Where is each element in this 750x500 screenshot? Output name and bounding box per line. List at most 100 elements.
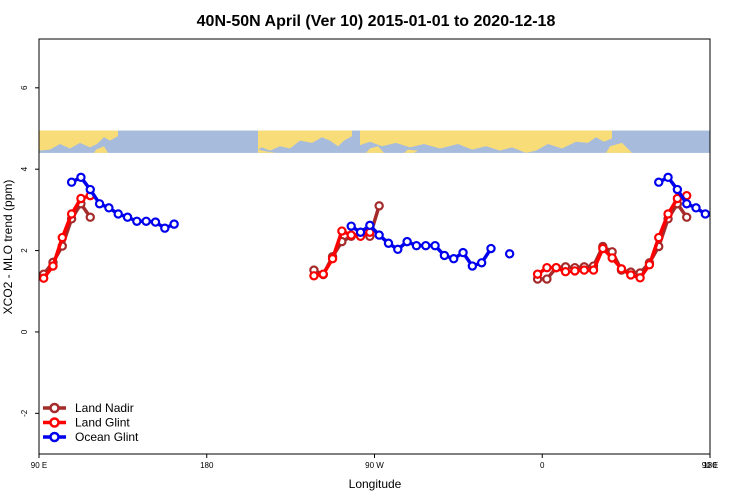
data-point (598, 243, 608, 254)
data-point (346, 221, 356, 231)
map-land-6 (404, 149, 418, 153)
data-point (48, 261, 58, 271)
data-point (337, 226, 347, 236)
data-point (113, 209, 123, 219)
series-land-glint (38, 190, 692, 283)
x-tick-label: 90 E (31, 461, 47, 470)
y-tick-label: 6 (20, 85, 29, 90)
data-point (150, 217, 161, 227)
data-point (458, 247, 468, 258)
y-axis: -2 0 2 4 6 (20, 85, 39, 417)
map-land-3 (258, 149, 276, 153)
data-point (104, 203, 114, 213)
data-point (402, 236, 412, 247)
map-band (39, 130, 710, 153)
data-point (346, 230, 356, 240)
data-point (579, 265, 589, 275)
x-tick-label: 0 (540, 461, 545, 470)
legend-label: Land Nadir (75, 401, 134, 415)
map-land-0 (39, 130, 118, 151)
x-tick-label: 90 E (702, 461, 718, 470)
data-point (38, 273, 49, 283)
data-point (355, 227, 366, 237)
data-point (160, 223, 170, 233)
data-point (504, 249, 515, 259)
data-point (411, 240, 422, 251)
data-point (654, 232, 664, 243)
data-point (654, 177, 664, 187)
data-point (570, 266, 580, 276)
data-point (588, 265, 599, 275)
y-tick-label: 4 (20, 166, 29, 171)
map-land-2 (258, 130, 352, 151)
data-point (393, 244, 403, 255)
data-point (486, 243, 496, 254)
data-point (532, 269, 543, 279)
x-tick-label: 90 W (365, 461, 384, 470)
map-land-5 (606, 142, 632, 153)
data-point (663, 209, 673, 219)
data-point (663, 172, 673, 183)
data-point (169, 219, 179, 229)
x-tick-label: 180 (703, 461, 717, 470)
data-point (607, 253, 617, 263)
data-point (365, 220, 375, 231)
data-point (374, 230, 384, 240)
legend-swatch-marker (49, 417, 60, 428)
y-axis-label: XCO2 - MLO trend (ppm) (1, 180, 15, 315)
legend-swatch-marker (49, 402, 60, 414)
data-point (700, 209, 711, 219)
y-tick-label: 2 (20, 248, 29, 253)
series-layer (38, 172, 711, 284)
data-point (85, 184, 95, 195)
data-point (672, 193, 683, 204)
data-point (85, 212, 95, 222)
data-point (476, 258, 487, 268)
data-point (542, 262, 552, 273)
data-point (682, 212, 692, 222)
data-point (439, 250, 450, 261)
data-point (672, 184, 683, 195)
data-point (66, 177, 77, 187)
data-point (76, 172, 86, 183)
data-point (66, 209, 77, 219)
data-point (467, 261, 478, 271)
data-point (635, 273, 645, 283)
data-point (449, 254, 459, 264)
data-point (141, 216, 151, 226)
data-point (626, 270, 636, 280)
data-point (682, 199, 692, 209)
legend-swatch-marker (49, 431, 60, 443)
data-point (309, 271, 319, 281)
map-land-4 (360, 130, 612, 153)
map-land-1 (94, 146, 108, 153)
data-point (94, 199, 105, 209)
legend-label: Land Glint (75, 416, 130, 430)
y-tick-label: 0 (20, 329, 29, 334)
data-point (644, 260, 655, 270)
y-tick-label: -2 (20, 409, 29, 417)
data-point (57, 232, 67, 243)
data-point (616, 264, 627, 274)
series-ocean-glint (66, 172, 711, 271)
x-axis-label: Longitude (349, 477, 402, 491)
data-point (122, 212, 133, 222)
chart-title: 40N-50N April (Ver 10) 2015-01-01 to 202… (197, 13, 556, 30)
data-point (430, 240, 440, 251)
plot-frame (38, 38, 711, 455)
data-point (327, 254, 338, 264)
data-point (542, 274, 552, 284)
map-land-7 (366, 146, 384, 153)
data-point (132, 216, 142, 226)
data-point (374, 201, 384, 211)
data-point (691, 203, 701, 213)
data-point (421, 240, 431, 251)
data-point (76, 193, 86, 204)
data-point (560, 267, 571, 277)
legend-label: Ocean Glint (75, 430, 139, 444)
data-point (551, 262, 561, 273)
data-point (383, 238, 394, 248)
